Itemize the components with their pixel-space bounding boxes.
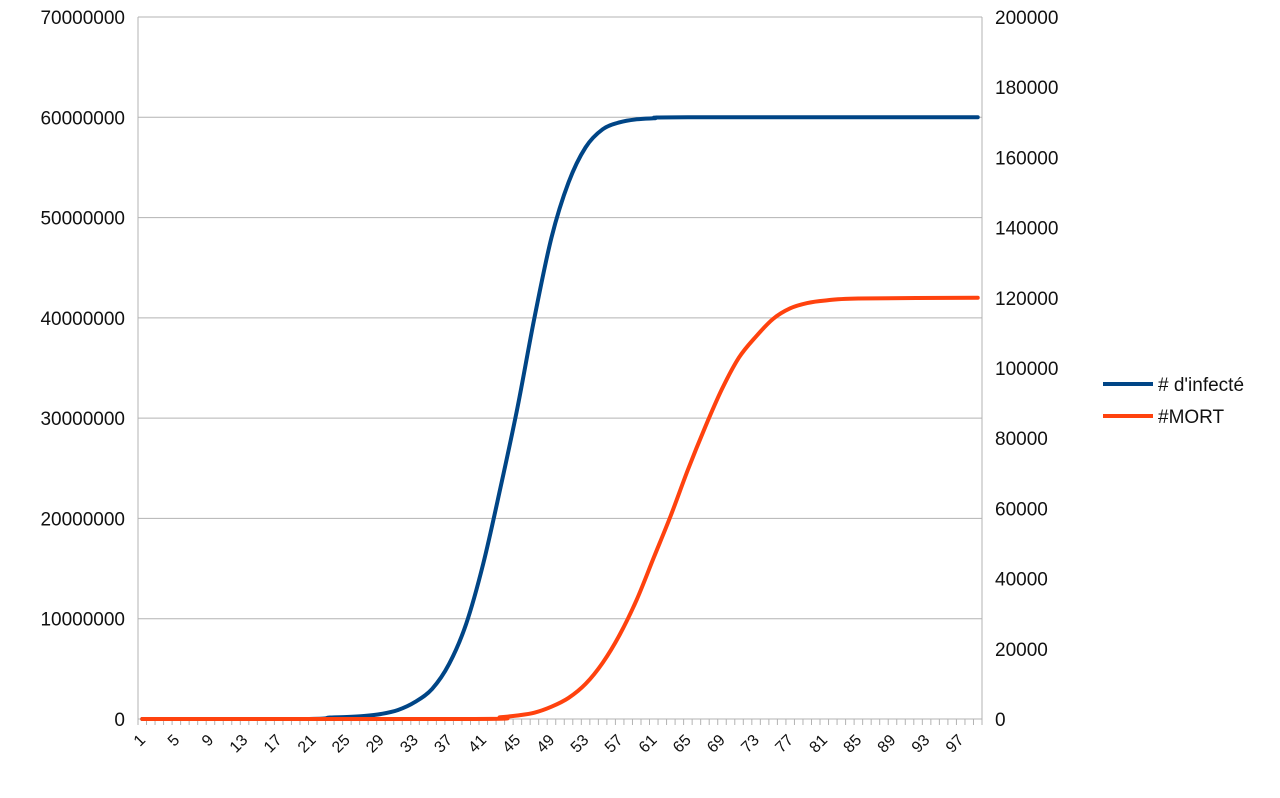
- x-tick-label: 17: [261, 732, 286, 757]
- left-y-tick-label: 60000000: [40, 108, 125, 129]
- left-y-tick-label: 50000000: [40, 209, 125, 230]
- x-tick-label: 89: [875, 732, 900, 757]
- x-tick-label: 25: [329, 732, 354, 757]
- x-tick-label: 13: [227, 732, 252, 757]
- right-y-tick-label: 40000: [995, 570, 1048, 591]
- right-y-tick-label: 60000: [995, 499, 1048, 520]
- legend-label: #MORT: [1158, 407, 1225, 428]
- x-tick-label: 29: [363, 732, 388, 757]
- x-tick-label: 33: [397, 732, 422, 757]
- gridlines: [138, 16, 982, 720]
- left-y-tick-label: 0: [114, 710, 125, 731]
- x-tick-label: 37: [431, 732, 456, 757]
- x-tick-label: 85: [841, 732, 866, 757]
- x-tick-label: 57: [602, 732, 627, 757]
- x-tick-label: 49: [534, 732, 559, 757]
- right-y-axis: 0 20000 40000 60000 80000 100000 120000 140000 1…: [995, 8, 1058, 731]
- x-tick-label: 61: [636, 732, 661, 757]
- right-y-tick-label: 80000: [995, 429, 1048, 450]
- right-y-tick-label: 20000: [995, 640, 1048, 661]
- left-y-tick-label: 30000000: [40, 409, 125, 430]
- x-axis: 1 5 9 13 17 21 25 29 33 37 41 45 49 53 57 61 65 69 73 77 81 8…: [131, 732, 968, 757]
- x-tick-label: 41: [465, 732, 490, 757]
- legend-label: # d'infecté: [1158, 375, 1244, 396]
- series-lines: [140, 115, 980, 722]
- series-line-1: [140, 295, 980, 722]
- right-y-tick-label: 120000: [995, 289, 1058, 310]
- right-y-tick-label: 100000: [995, 359, 1058, 380]
- x-tick-label: 65: [670, 732, 695, 757]
- x-tick-label: 81: [807, 732, 832, 757]
- right-y-tick-label: 140000: [995, 219, 1058, 240]
- x-tick-label: 21: [295, 732, 320, 757]
- legend: # d'infecté #MORT: [1103, 375, 1244, 428]
- left-y-axis: 0 10000000 20000000 30000000 40000000 5000000…: [40, 8, 125, 731]
- left-y-tick-label: 40000000: [40, 309, 125, 330]
- series-line-0: [140, 115, 980, 722]
- x-tick-label: 1: [131, 732, 149, 750]
- x-tick-label: 97: [943, 732, 968, 757]
- left-y-tick-label: 70000000: [40, 8, 125, 29]
- x-tick-label: 9: [199, 732, 217, 750]
- x-tick-label: 93: [909, 732, 934, 757]
- x-tick-label: 77: [772, 732, 797, 757]
- right-y-tick-label: 200000: [995, 8, 1058, 29]
- right-y-tick-label: 160000: [995, 148, 1058, 169]
- x-tick-label: 45: [500, 732, 525, 757]
- left-y-tick-label: 20000000: [40, 509, 125, 530]
- left-y-tick-label: 10000000: [40, 610, 125, 631]
- x-tick-label: 69: [704, 732, 729, 757]
- right-y-tick-label: 0: [995, 710, 1006, 731]
- right-y-tick-label: 180000: [995, 78, 1058, 99]
- x-tick-label: 5: [165, 732, 183, 750]
- x-tick-label: 73: [738, 732, 763, 757]
- x-tick-label: 53: [568, 732, 593, 757]
